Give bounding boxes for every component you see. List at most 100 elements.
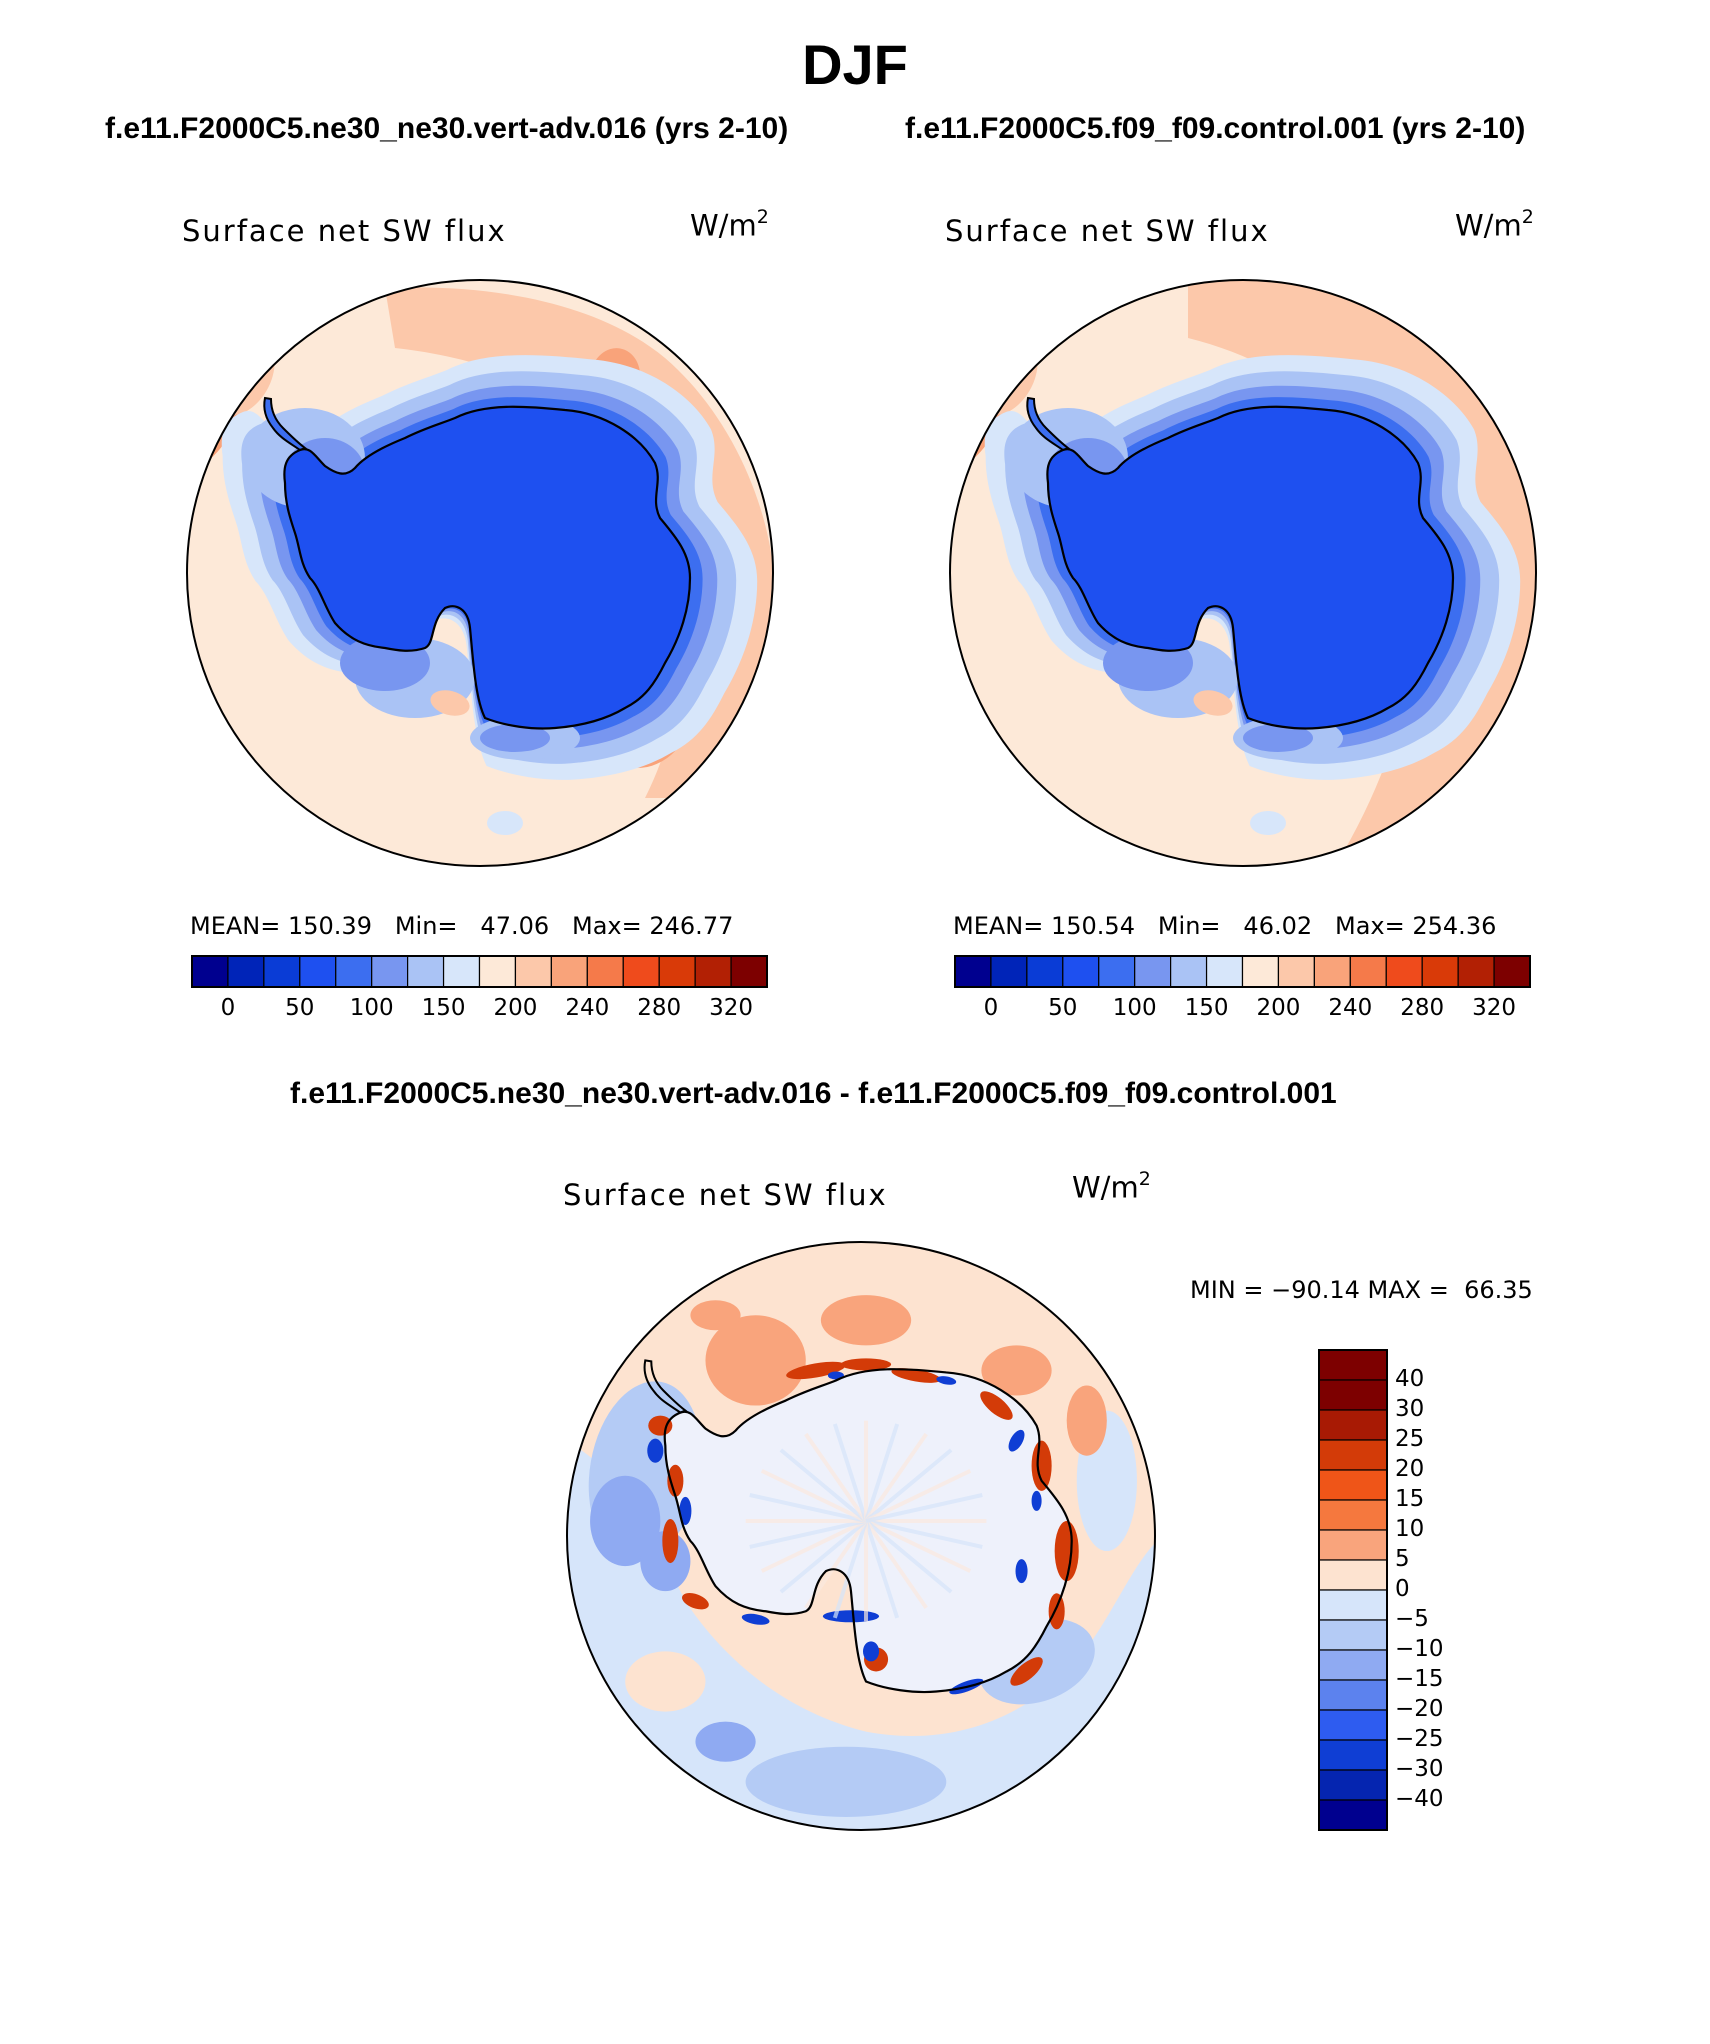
contour-region <box>1243 724 1313 752</box>
diff-case-title: f.e11.F2000C5.ne30_ne30.vert-adv.016 - f… <box>290 1077 1337 1110</box>
antarctic-peninsula <box>264 398 305 450</box>
colorbar-tick-label: 50 <box>1048 995 1078 1021</box>
colorbar-swatch <box>1098 955 1136 988</box>
contour-region <box>625 1651 706 1712</box>
colorbar-tick-label: −10 <box>1395 1636 1444 1662</box>
colorbar-swatch <box>514 955 552 988</box>
map-boundary <box>186 279 774 867</box>
contour-region <box>430 690 470 716</box>
colorbar-frame <box>954 955 1531 988</box>
interior-streak <box>804 1519 868 1609</box>
colorbar-swatch <box>1318 1649 1388 1681</box>
colorbar-swatch <box>1318 1619 1388 1651</box>
negative-anomaly <box>863 1641 880 1662</box>
colorbar-tick-label: −30 <box>1395 1756 1444 1782</box>
contour-region <box>981 1345 1052 1396</box>
diff-field-label: Surface net SW flux <box>563 1178 888 1212</box>
negative-anomaly <box>647 1438 664 1463</box>
negative-anomaly <box>741 1613 770 1625</box>
positive-anomaly <box>891 1368 941 1383</box>
interior-streak <box>865 1518 983 1549</box>
colorbar-swatch <box>1205 955 1244 988</box>
stats-left: MEAN= 150.39 Min= 47.06 Max= 246.77 <box>190 912 734 940</box>
contour-region <box>705 1315 806 1406</box>
negative-anomaly <box>822 1610 880 1623</box>
map-boundary <box>949 279 1537 867</box>
colorbar-swatch <box>1318 1349 1388 1381</box>
colorbar-tick-label: 25 <box>1395 1426 1425 1452</box>
colorbar-swatch <box>407 955 445 988</box>
coastline <box>283 405 692 730</box>
field-label-left: Surface net SW flux <box>182 214 507 248</box>
colorbar-diff <box>1318 1349 1388 1831</box>
antarctic-peninsula <box>1027 398 1068 450</box>
colorbar-swatch <box>1318 1739 1388 1771</box>
colorbar-ticks-right: 0 50 100 150 200 240 280 320 <box>955 995 1530 1025</box>
colorbar-tick-label: −5 <box>1395 1606 1429 1632</box>
interior-streak <box>749 1493 867 1523</box>
colorbar-swatch <box>1318 1709 1388 1741</box>
coastline-peninsula <box>643 1359 688 1414</box>
colorbar-swatch <box>1421 955 1459 988</box>
colorbar-ticks-left: 0 50 100 150 200 240 280 320 <box>192 995 767 1025</box>
colorbar-tick-label: 200 <box>1256 995 1301 1021</box>
colorbar-swatch <box>694 955 732 988</box>
field-label-right: Surface net SW flux <box>945 214 1270 248</box>
contour-region <box>745 1746 947 1817</box>
colorbar-swatch <box>1170 955 1208 988</box>
page-title: DJF <box>802 33 908 96</box>
negative-anomaly <box>1008 1429 1025 1452</box>
colorbar-tick-label: 40 <box>1395 1366 1425 1392</box>
positive-anomaly <box>648 1415 673 1436</box>
colorbar-swatch <box>658 955 696 988</box>
colorbar-tick-label: 200 <box>493 995 538 1021</box>
colorbar-swatch <box>1349 955 1387 988</box>
colorbar-ticks-diff: 40 30 25 20 15 10 5 0 −5 −10 −15 −20 −25 −30 −40 <box>1395 1350 1515 1830</box>
colorbar-swatch <box>1318 1559 1388 1591</box>
stats-right: MEAN= 150.54 Min= 46.02 Max= 254.36 <box>953 912 1497 940</box>
positive-anomaly <box>1031 1440 1052 1491</box>
negative-anomaly <box>1015 1559 1028 1584</box>
coastline-peninsula <box>1026 396 1071 452</box>
diff-units: W/m2 <box>1072 1168 1151 1205</box>
colorbar-tick-label: 0 <box>1395 1576 1410 1602</box>
colorbar-swatch <box>1318 1799 1388 1831</box>
interior-streak <box>864 1520 900 1619</box>
colorbar-swatch <box>1318 1379 1388 1411</box>
positive-anomaly <box>840 1358 892 1371</box>
interior-streak <box>864 1423 900 1522</box>
colorbar-swatch <box>1385 955 1423 988</box>
interior-streak <box>832 1520 868 1619</box>
colorbar-swatch <box>191 955 229 988</box>
colorbar-swatch <box>1318 1499 1388 1531</box>
colorbar-swatch <box>1318 1529 1388 1561</box>
colorbar-swatch <box>730 955 768 988</box>
interior-streak <box>864 1519 953 1594</box>
colorbar-tick-label: 50 <box>285 995 315 1021</box>
interior-streak <box>865 1493 983 1523</box>
colorbar-swatch <box>550 955 588 988</box>
colorbar-tick-label: 0 <box>983 995 999 1021</box>
contour-region <box>590 1475 661 1567</box>
positive-anomaly <box>786 1361 846 1380</box>
negative-anomaly <box>936 1376 957 1385</box>
colorbar-swatch <box>1062 955 1100 988</box>
colorbar-swatch <box>1026 955 1064 988</box>
positive-anomaly <box>1048 1593 1065 1630</box>
contour-region <box>820 1295 912 1346</box>
colorbar-swatch <box>1241 955 1280 988</box>
contour-region <box>1066 1385 1107 1456</box>
colorbar-tick-label: 320 <box>709 995 754 1021</box>
colorbar-swatch <box>1318 1769 1388 1801</box>
interior-streak <box>779 1448 868 1523</box>
colorbar-tick-label: 10 <box>1395 1516 1425 1542</box>
positive-anomaly <box>662 1518 679 1564</box>
colorbar-swatch <box>335 955 373 988</box>
contour-region <box>1250 811 1286 835</box>
colorbar-swatch <box>1277 955 1315 988</box>
interior-streak <box>779 1519 868 1594</box>
polar-map-right <box>949 279 1537 867</box>
colorbar-tick-label: 30 <box>1395 1396 1425 1422</box>
colorbar-tick-label: −15 <box>1395 1666 1444 1692</box>
colorbar-tick-label: 240 <box>565 995 610 1021</box>
